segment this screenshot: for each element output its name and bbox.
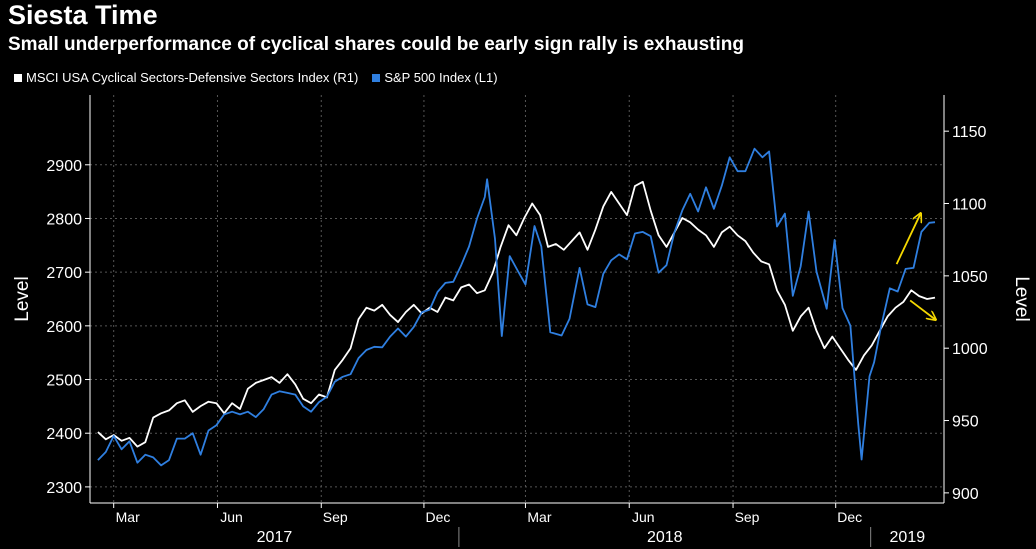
legend: MSCI USA Cyclical Sectors-Defensive Sect… bbox=[14, 70, 512, 85]
y-right-tick-label: 1100 bbox=[952, 197, 987, 214]
y-axis-left-ticks: 2300 2400 2500 2600 2700 2800 2900 bbox=[46, 158, 90, 497]
x-tick-label: Mar bbox=[116, 509, 140, 525]
legend-item-cyclical: MSCI USA Cyclical Sectors-Defensive Sect… bbox=[14, 70, 358, 85]
y-right-tick-label: 1150 bbox=[952, 124, 987, 141]
chart-subtitle: Small underperformance of cyclical share… bbox=[8, 34, 744, 55]
y-left-tick-label: 2800 bbox=[46, 211, 82, 228]
up-arrow-annotation bbox=[895, 214, 921, 265]
sp500-series-line bbox=[97, 147, 936, 467]
y-right-axis-title: Level bbox=[1011, 276, 1032, 321]
y-right-tick-label: 900 bbox=[952, 486, 979, 503]
x-tick-label: Jun bbox=[220, 509, 243, 525]
y-right-tick-label: 1000 bbox=[952, 341, 988, 358]
y-left-tick-label: 2900 bbox=[46, 158, 82, 175]
legend-label-sp500: S&P 500 Index (L1) bbox=[384, 70, 498, 85]
chart-title: Siesta Time bbox=[8, 0, 158, 30]
legend-swatch-sp500 bbox=[372, 73, 381, 82]
legend-swatch-cyclical bbox=[14, 73, 22, 82]
y-right-tick-label: 950 bbox=[952, 414, 979, 431]
cyclical-series-line bbox=[97, 180, 936, 448]
y-left-axis-title: Level bbox=[12, 276, 33, 321]
year-label: 2019 bbox=[890, 529, 926, 546]
y-axis-right-ticks: 900 950 1000 1050 1100 1150 bbox=[944, 124, 988, 503]
x-tick-label: Dec bbox=[837, 509, 862, 525]
x-tick-label: Sep bbox=[735, 509, 760, 525]
y-left-tick-label: 2300 bbox=[46, 480, 82, 497]
x-axis-ticks: Mar Jun Sep Dec Mar Jun Sep Dec bbox=[113, 503, 862, 525]
legend-item-sp500: S&P 500 Index (L1) bbox=[372, 70, 498, 85]
y-left-tick-label: 2700 bbox=[46, 265, 82, 282]
x-tick-label: Jun bbox=[632, 509, 655, 525]
y-right-tick-label: 1050 bbox=[952, 269, 988, 286]
year-label: 2017 bbox=[257, 529, 293, 546]
grid bbox=[90, 95, 944, 503]
x-tick-label: Mar bbox=[527, 509, 551, 525]
year-label: 2018 bbox=[647, 529, 683, 546]
legend-label-cyclical: MSCI USA Cyclical Sectors-Defensive Sect… bbox=[26, 70, 359, 85]
x-tick-label: Dec bbox=[425, 509, 450, 525]
y-left-tick-label: 2500 bbox=[46, 373, 82, 390]
x-tick-label: Sep bbox=[323, 509, 348, 525]
year-labels: 2017 2018 2019 bbox=[257, 527, 926, 547]
down-arrow-annotation bbox=[909, 299, 935, 319]
y-left-tick-label: 2600 bbox=[46, 319, 82, 336]
y-left-tick-label: 2400 bbox=[46, 426, 82, 443]
